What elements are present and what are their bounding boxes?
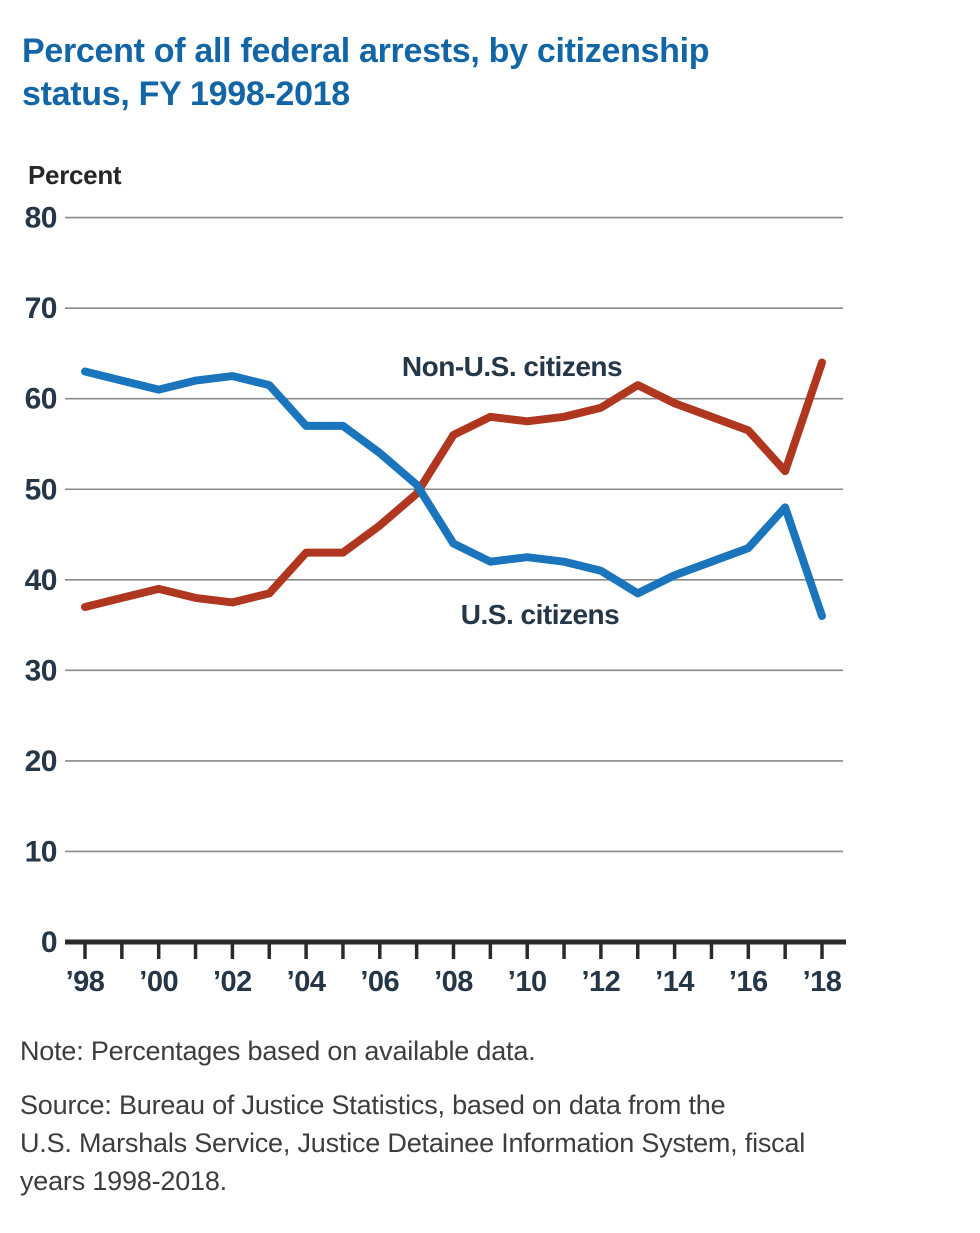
source-text-line-3: years 1998-2018.: [20, 1166, 227, 1196]
y-tick-label-30: 30: [25, 654, 57, 687]
source-text-line-1: Source: Bureau of Justice Statistics, ba…: [20, 1090, 726, 1120]
y-tick-label-80: 80: [25, 202, 57, 235]
y-axis-unit-label: Percent: [28, 160, 122, 190]
x-tick-label-2004: ’04: [287, 966, 326, 998]
note-text: Note: Percentages based on available dat…: [20, 1036, 536, 1066]
source-text: Source: Bureau of Justice Statistics, ba…: [20, 1086, 950, 1200]
x-tick-label-2006: ’06: [360, 966, 399, 998]
series-label-non-u-s-citizens: Non-U.S. citizens: [402, 351, 622, 382]
series-line-non-u-s-citizens: [81, 358, 826, 611]
chart-title-line-2: status, FY 1998-2018: [22, 75, 350, 113]
x-tick-label-2000: ’00: [139, 966, 178, 998]
y-tick-label-50: 50: [25, 473, 57, 506]
line-chart: 0 10 20 30 40 50 60 70 80 ’98 ’00 ’02 ’04 ’06 ’08 ’10 ’1…: [25, 202, 846, 998]
y-tick-label-0: 0: [41, 926, 57, 959]
y-tick-label-60: 60: [25, 383, 57, 416]
x-tick-label-1998: ’98: [66, 966, 105, 998]
y-tick-label-40: 40: [25, 564, 57, 597]
chart-title-line-1: Percent of all federal arrests, by citiz…: [22, 32, 710, 70]
y-tick-label-20: 20: [25, 745, 57, 778]
x-tick-label-2002: ’02: [213, 966, 252, 998]
x-tick-label-2008: ’08: [434, 966, 473, 998]
source-text-line-2: U.S. Marshals Service, Justice Detainee …: [20, 1128, 806, 1158]
x-tick-label-2010: ’10: [508, 966, 547, 998]
x-tick-label-2014: ’14: [655, 966, 694, 998]
series-label-u-s-citizens: U.S. citizens: [461, 599, 619, 630]
y-tick-label-70: 70: [25, 292, 57, 325]
series-line-u-s-citizens: [81, 367, 826, 621]
y-tick-label-10: 10: [25, 835, 57, 868]
x-tick-label-2016: ’16: [729, 966, 768, 998]
x-tick-label-2012: ’12: [581, 966, 620, 998]
chart-title: Percent of all federal arrests, by citiz…: [22, 30, 922, 116]
chart-notes: Note: Percentages based on available dat…: [20, 1032, 950, 1216]
x-tick-label-2018: ’18: [803, 966, 842, 998]
